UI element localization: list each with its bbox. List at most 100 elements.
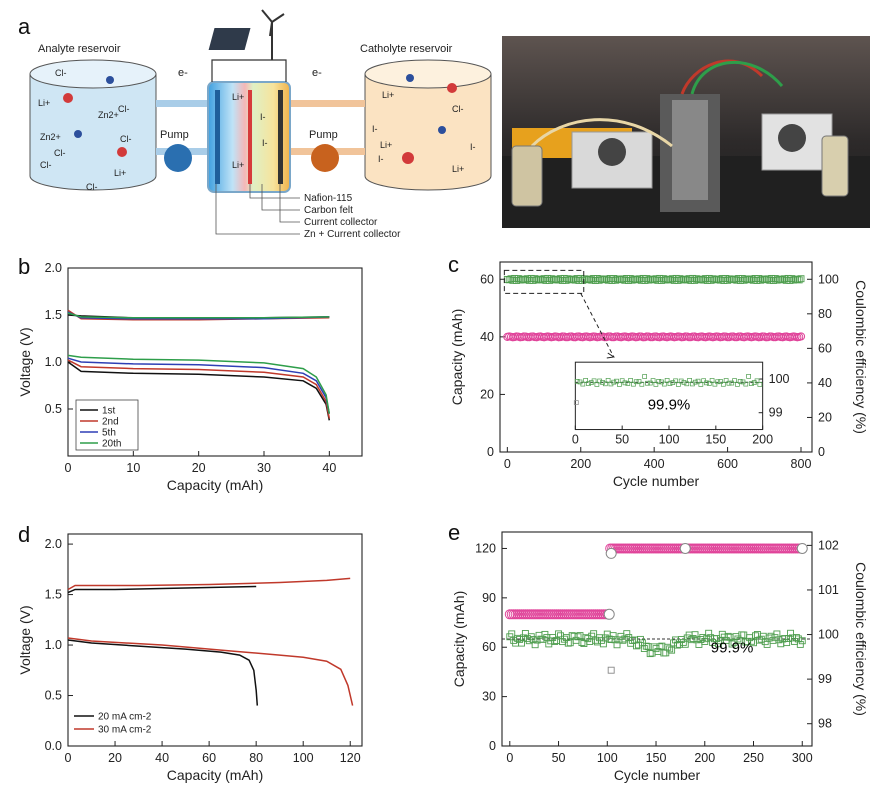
ce-point bbox=[636, 275, 643, 283]
y-tick-label: 0 bbox=[487, 445, 494, 459]
y2-tick-label: 0 bbox=[818, 445, 825, 459]
panel-a-letter: a bbox=[18, 14, 31, 39]
panel-c-letter: c bbox=[448, 252, 459, 277]
charge-curve-30 mA cm-2 bbox=[67, 577, 351, 591]
inset-ce-point bbox=[628, 378, 633, 383]
y2-tick-label: 60 bbox=[818, 341, 832, 355]
ce-point bbox=[612, 276, 620, 284]
inset-ce-point bbox=[600, 380, 605, 385]
inset-ce-point bbox=[631, 381, 636, 387]
ce-point bbox=[593, 275, 601, 282]
catholyte-title: Catholyte reservoir bbox=[360, 43, 453, 55]
pump-right-icon bbox=[311, 144, 339, 172]
inset-ce-point bbox=[698, 382, 704, 387]
x-tick-label: 0 bbox=[504, 457, 511, 471]
inset-ce-point bbox=[642, 374, 647, 379]
inset-frame bbox=[574, 361, 764, 431]
inset-ce-point bbox=[754, 378, 760, 384]
ce-point bbox=[637, 276, 645, 284]
inset-ce-point bbox=[715, 379, 721, 385]
ce-point bbox=[511, 274, 519, 282]
ce-point bbox=[505, 276, 513, 284]
inset-ce-point bbox=[661, 381, 667, 387]
ce-point bbox=[755, 275, 763, 282]
ce-point bbox=[685, 275, 693, 283]
ce-point bbox=[538, 276, 546, 284]
ion-label: Zn2+ bbox=[98, 110, 119, 120]
inset-ce-point bbox=[614, 378, 619, 384]
x-axis-title: Cycle number bbox=[614, 767, 701, 783]
x-tick-label: 300 bbox=[792, 751, 813, 765]
panel-d-letter: d bbox=[18, 522, 30, 547]
ce-point bbox=[724, 632, 732, 640]
ce-point bbox=[659, 275, 667, 283]
ce-point bbox=[584, 276, 592, 283]
ce-point bbox=[713, 635, 720, 643]
ion-label: Cl- bbox=[40, 160, 52, 170]
cell-callouts bbox=[215, 184, 300, 235]
ion-label: Cl- bbox=[118, 104, 130, 114]
x-tick-label: 40 bbox=[155, 751, 169, 765]
inset-ce-point bbox=[625, 381, 631, 386]
callout-zn-collector: Zn + Current collector bbox=[304, 229, 401, 240]
inset-ce-point bbox=[574, 378, 580, 384]
y-axis-title: Capacity (mAh) bbox=[451, 591, 467, 687]
ce-point bbox=[626, 275, 634, 282]
ce-point bbox=[525, 637, 533, 645]
ce-point bbox=[580, 275, 588, 283]
ce-point bbox=[738, 275, 746, 282]
ce-point bbox=[689, 635, 697, 642]
ce-point bbox=[742, 275, 750, 283]
ce-point bbox=[529, 636, 537, 643]
ce-point bbox=[728, 640, 736, 648]
ion-label: Zn2+ bbox=[40, 132, 61, 142]
inset-ce-point bbox=[633, 379, 639, 385]
y-axis-title: Voltage (V) bbox=[17, 327, 33, 396]
legend-label: 20 mA cm-2 bbox=[98, 712, 152, 723]
ce-point bbox=[592, 636, 600, 644]
ce-point bbox=[764, 275, 772, 283]
solar-panel-icon bbox=[208, 28, 251, 50]
ce-point bbox=[757, 276, 765, 284]
inset-ce-point bbox=[678, 378, 684, 384]
y2-tick-label: 101 bbox=[818, 583, 839, 597]
ce-point bbox=[514, 275, 522, 283]
ce-point bbox=[571, 276, 579, 284]
ce-point bbox=[669, 275, 676, 283]
ce-point bbox=[656, 274, 664, 282]
ion-label: I- bbox=[378, 154, 384, 164]
inset-ce-point bbox=[684, 381, 690, 387]
ce-point bbox=[797, 275, 805, 283]
ce-point bbox=[609, 632, 617, 640]
ce-point bbox=[564, 275, 572, 283]
ce-point bbox=[531, 275, 539, 283]
callout-current-collector: Current collector bbox=[304, 217, 378, 228]
ce-point bbox=[714, 275, 722, 283]
ce-point bbox=[555, 630, 562, 638]
ce-point bbox=[771, 634, 779, 642]
y2-tick-label: 99 bbox=[818, 672, 832, 686]
ce-point bbox=[795, 276, 803, 284]
ce-point bbox=[720, 277, 728, 284]
ce-point bbox=[540, 275, 548, 283]
ce-point bbox=[703, 277, 711, 284]
ce-point bbox=[786, 277, 794, 284]
catholyte-ions: Li+ Cl- I- I- Li+ I- Li+ bbox=[372, 74, 476, 174]
y-tick-label: 1.5 bbox=[45, 588, 62, 602]
ion-label: I- bbox=[470, 142, 476, 152]
legend-label: 1st bbox=[102, 406, 116, 417]
capacity-point bbox=[796, 332, 806, 341]
ce-point bbox=[610, 275, 618, 282]
ce-point bbox=[781, 635, 789, 642]
x-tick-label: 80 bbox=[249, 751, 263, 765]
ce-point bbox=[524, 275, 531, 283]
callout-carbon-felt: Carbon felt bbox=[304, 205, 353, 216]
y-tick-label: 1.0 bbox=[45, 638, 62, 652]
ce-point bbox=[746, 276, 754, 284]
y-axis-title: Capacity (mAh) bbox=[449, 309, 465, 405]
discharge-curve-20 mA cm-2 bbox=[67, 639, 259, 706]
ce-point bbox=[513, 277, 520, 284]
inset-ce-point bbox=[746, 374, 751, 379]
ce-point bbox=[678, 276, 686, 284]
